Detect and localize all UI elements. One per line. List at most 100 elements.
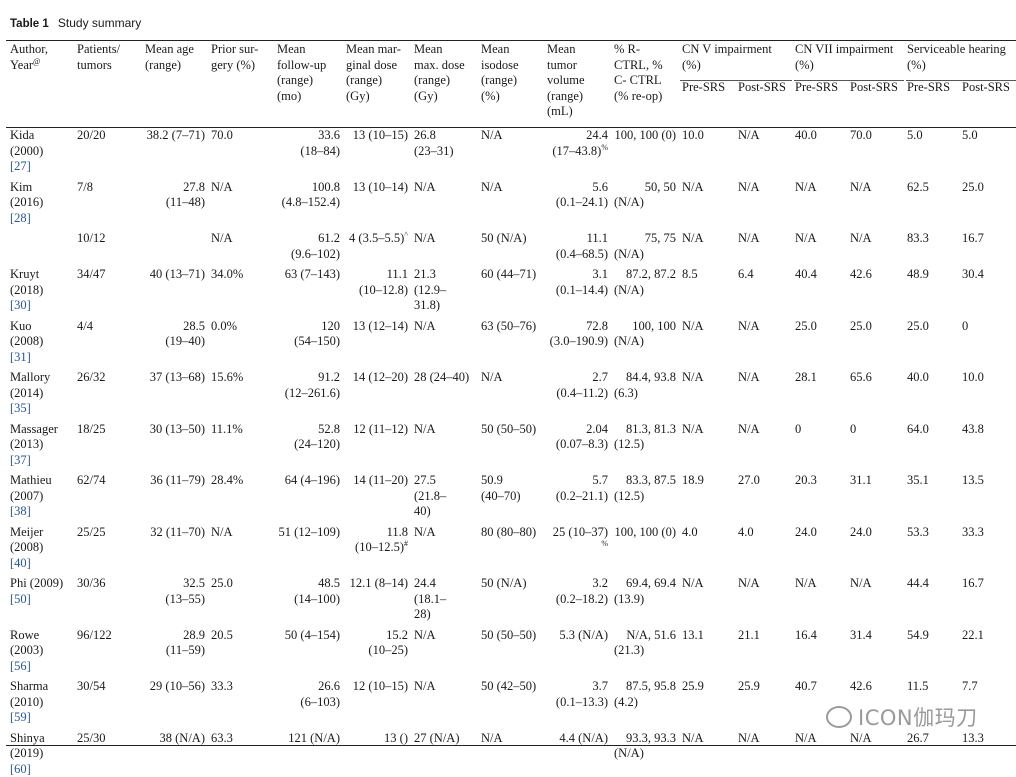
cell-cn5-pre: N/A (678, 226, 734, 262)
cell-max-dose: N/A (410, 226, 477, 262)
cell-text: (10–12.8) (359, 283, 408, 297)
cell-text: 50 (N/A) (481, 231, 526, 245)
cell-text: (range) (346, 73, 382, 87)
cell-cn5-pre: 10.0 (678, 123, 734, 175)
cell-text: 64 (4–196) (285, 473, 340, 487)
cell-text: (N/A) (614, 334, 676, 350)
cell-text: 13 (10–14) (353, 180, 408, 194)
cell-volume: 3.7(0.1–13.3) (543, 674, 610, 726)
cell-cn7-post: N/A (846, 175, 903, 227)
cell-age: 32 (11–70) (141, 520, 207, 572)
cell-text: 11.8 (387, 525, 408, 539)
cell-surgery: 20.5 (207, 623, 273, 675)
cell-text: N/A (414, 422, 436, 436)
cell-age: 38.2 (7–71) (141, 123, 207, 175)
cell-text: 27.8 (183, 180, 205, 194)
reference-link[interactable]: [40] (10, 556, 31, 570)
cell-text: (%) (682, 58, 701, 72)
cell-text: (11–48) (166, 195, 205, 209)
cell-marginal-dose: 4 (3.5–5.5)^ (342, 226, 410, 262)
cell-cn7-pre: N/A (791, 571, 846, 623)
cell-cn5-post: N/A (734, 365, 791, 417)
cell-text: (40–70) (481, 489, 521, 503)
cell-text: (18.1– (414, 592, 446, 606)
reference-link[interactable]: [35] (10, 401, 31, 415)
reference-link[interactable]: [27] (10, 159, 31, 173)
reference-link[interactable]: [30] (10, 298, 31, 312)
cell-volume: 2.7(0.4–11.2) (543, 365, 610, 417)
cell-text: 27 (N/A) (414, 731, 459, 745)
cell-text: 81.3, 81.3 (626, 422, 676, 436)
cell-marginal-dose: 12 (11–12) (342, 417, 410, 469)
cell-text: 5.6 (592, 180, 608, 194)
cell-ctrl: 100, 100(N/A) (610, 314, 678, 366)
cell-text: (0.2–21.1) (556, 489, 608, 503)
header-pre-srs: Pre-SRS (791, 76, 846, 123)
cell-surgery: 25.0 (207, 571, 273, 623)
header-patients: Patients/tumors (73, 40, 141, 123)
cell-text: (mL) (547, 104, 573, 118)
cell-surgery: 0.0% (207, 314, 273, 366)
cell-isodose: 50 (50–50) (477, 417, 543, 469)
reference-link[interactable]: [38] (10, 504, 31, 518)
cell-cn7-pre: N/A (791, 226, 846, 262)
cell-text: 121 (N/A) (288, 731, 340, 745)
cell-text: 50 (N/A) (481, 576, 526, 590)
cell-text: 93.3, 93.3 (626, 731, 676, 745)
cell-author: Phi (2009)[50] (6, 571, 73, 623)
reference-link[interactable]: [50] (10, 592, 31, 606)
cell-followup: 52.8(24–120) (273, 417, 342, 469)
cell-patients: 96/122 (73, 623, 141, 675)
cell-ctrl: 93.3, 93.3(N/A) (610, 726, 678, 777)
cell-isodose: 80 (80–80) (477, 520, 543, 572)
reference-link[interactable]: [37] (10, 453, 31, 467)
cell-text: (2014) (10, 386, 43, 400)
cell-text: 11.1 (387, 267, 408, 281)
cell-volume: 3.2(0.2–18.2) (543, 571, 610, 623)
reference-link[interactable]: [31] (10, 350, 31, 364)
cell-volume: 24.4(17–43.8)% (543, 123, 610, 175)
cell-isodose: N/A (477, 365, 543, 417)
cell-text: 13 () (384, 731, 408, 745)
reference-link[interactable]: [59] (10, 710, 31, 724)
cell-followup: 33.6(18–84) (273, 123, 342, 175)
cell-text: (13.9) (614, 592, 676, 608)
cell-author (6, 226, 73, 262)
cell-hear-post: 43.8 (958, 417, 1016, 469)
cell-text: (19–40) (165, 334, 205, 348)
cell-text: (10–25) (368, 643, 408, 657)
cell-patients: 26/32 (73, 365, 141, 417)
cell-max-dose: 24.4(18.1–28) (410, 571, 477, 623)
cell-marginal-dose: 13 () (342, 726, 410, 777)
cell-patients: 18/25 (73, 417, 141, 469)
cell-text: 51 (12–109) (279, 525, 340, 539)
cell-max-dose: 26.8(23–31) (410, 123, 477, 175)
reference-link[interactable]: [56] (10, 659, 31, 673)
header-hearing: Serviceable hearing(%) (903, 40, 1016, 76)
cell-text: 52.8 (318, 422, 340, 436)
cell-text: (18–84) (300, 144, 340, 158)
reference-link[interactable]: [60] (10, 762, 31, 776)
cell-text: 100, 100 (0) (615, 128, 676, 142)
cell-text: 3.7 (592, 679, 608, 693)
cell-cn7-pre: 25.0 (791, 314, 846, 366)
cell-patients: 10/12 (73, 226, 141, 262)
cell-followup: 50 (4–154) (273, 623, 342, 675)
cell-cn5-pre: N/A (678, 175, 734, 227)
cell-text: 13 (10–15) (353, 128, 408, 142)
cell-cn7-post: N/A (846, 226, 903, 262)
cell-cn5-pre: 13.1 (678, 623, 734, 675)
reference-link[interactable]: [28] (10, 211, 31, 225)
cell-text: N/A (481, 128, 503, 142)
cell-text: (12.9– (414, 283, 446, 297)
cell-text: 50 (42–50) (481, 679, 536, 693)
cell-marginal-dose: 11.1 (10–12.8) (342, 262, 410, 314)
cell-patients: 25/25 (73, 520, 141, 572)
cell-text: 61.2 (318, 231, 340, 245)
cell-text: (17–43.8) (552, 144, 601, 158)
cell-age: 37 (13–68) (141, 365, 207, 417)
cell-text: 87.5, 95.8 (626, 679, 676, 693)
